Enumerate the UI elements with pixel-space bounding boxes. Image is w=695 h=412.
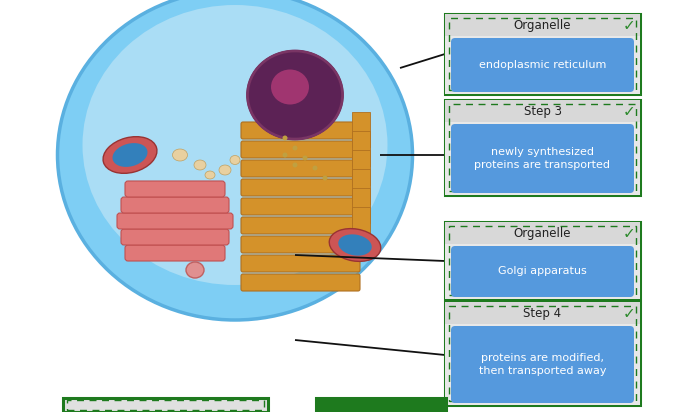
FancyBboxPatch shape xyxy=(451,124,634,193)
FancyBboxPatch shape xyxy=(241,122,360,139)
Text: Step 3: Step 3 xyxy=(523,105,562,117)
FancyBboxPatch shape xyxy=(241,179,360,196)
FancyBboxPatch shape xyxy=(125,181,225,197)
Bar xyxy=(445,324,640,405)
Ellipse shape xyxy=(113,143,147,167)
Bar xyxy=(0,0,440,412)
Circle shape xyxy=(322,176,327,180)
Circle shape xyxy=(293,162,297,168)
FancyBboxPatch shape xyxy=(241,198,360,215)
Bar xyxy=(352,150,370,185)
Bar xyxy=(352,169,370,204)
Ellipse shape xyxy=(247,51,343,139)
Bar xyxy=(445,100,640,195)
Bar xyxy=(352,188,370,223)
Ellipse shape xyxy=(58,0,413,320)
Bar xyxy=(445,222,640,244)
Bar xyxy=(449,226,636,295)
Text: endoplasmic reticulum: endoplasmic reticulum xyxy=(479,60,606,70)
FancyBboxPatch shape xyxy=(241,160,360,177)
Bar xyxy=(352,131,370,166)
Text: ✓: ✓ xyxy=(622,104,635,119)
Circle shape xyxy=(293,145,297,150)
Ellipse shape xyxy=(338,234,372,256)
FancyBboxPatch shape xyxy=(451,326,634,403)
Bar xyxy=(352,112,370,147)
Circle shape xyxy=(313,166,318,171)
Bar xyxy=(449,306,636,401)
Ellipse shape xyxy=(172,149,188,161)
FancyBboxPatch shape xyxy=(451,38,634,92)
Ellipse shape xyxy=(219,165,231,175)
Text: ✓: ✓ xyxy=(622,18,635,33)
Bar xyxy=(445,302,640,324)
Ellipse shape xyxy=(205,171,215,179)
Ellipse shape xyxy=(230,155,240,164)
Bar xyxy=(445,222,640,299)
FancyBboxPatch shape xyxy=(121,229,229,245)
Bar xyxy=(445,302,640,405)
FancyBboxPatch shape xyxy=(451,246,634,297)
Bar xyxy=(445,14,640,94)
Bar xyxy=(445,36,640,94)
FancyBboxPatch shape xyxy=(241,274,360,291)
Ellipse shape xyxy=(329,229,381,261)
Bar xyxy=(445,244,640,299)
Text: Organelle: Organelle xyxy=(514,227,571,239)
FancyBboxPatch shape xyxy=(241,217,360,234)
FancyBboxPatch shape xyxy=(125,245,225,261)
Bar xyxy=(449,104,636,191)
Text: Golgi apparatus: Golgi apparatus xyxy=(498,267,587,276)
Text: Step 4: Step 4 xyxy=(523,307,562,319)
Bar xyxy=(445,122,640,195)
Ellipse shape xyxy=(194,160,206,170)
Circle shape xyxy=(282,136,288,140)
Ellipse shape xyxy=(83,5,388,285)
FancyBboxPatch shape xyxy=(241,255,360,272)
FancyBboxPatch shape xyxy=(117,213,233,229)
FancyBboxPatch shape xyxy=(241,236,360,253)
Ellipse shape xyxy=(186,262,204,278)
Ellipse shape xyxy=(271,70,309,105)
Bar xyxy=(449,18,636,90)
FancyBboxPatch shape xyxy=(241,141,360,158)
Text: newly synthesized
proteins are transported: newly synthesized proteins are transport… xyxy=(475,147,610,170)
Bar xyxy=(67,400,264,410)
Text: ✓: ✓ xyxy=(622,306,635,321)
Bar xyxy=(316,398,446,412)
Bar xyxy=(445,100,640,122)
Text: Organelle: Organelle xyxy=(514,19,571,31)
Bar xyxy=(445,14,640,36)
Bar xyxy=(63,398,268,412)
FancyBboxPatch shape xyxy=(121,197,229,213)
Text: ✓: ✓ xyxy=(622,226,635,241)
Ellipse shape xyxy=(103,137,157,173)
Circle shape xyxy=(282,152,288,157)
Circle shape xyxy=(302,155,307,161)
Text: proteins are modified,
then transported away: proteins are modified, then transported … xyxy=(479,353,606,376)
Bar xyxy=(352,207,370,242)
